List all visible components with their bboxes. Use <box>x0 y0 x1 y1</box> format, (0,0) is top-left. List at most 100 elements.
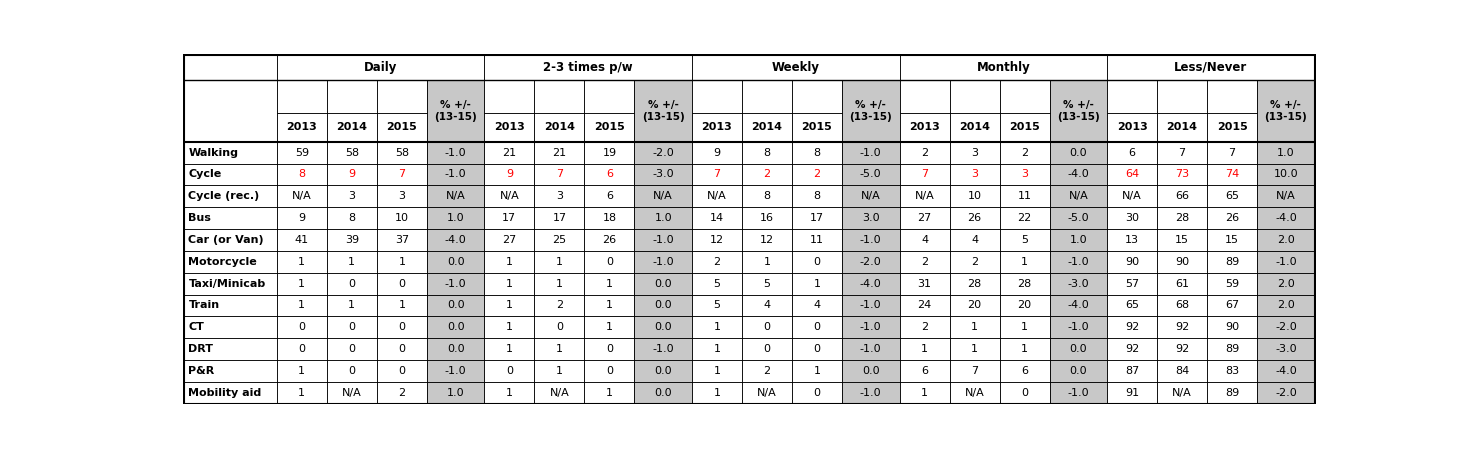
Text: 0.0: 0.0 <box>655 366 673 376</box>
Text: 9: 9 <box>713 148 721 158</box>
Bar <box>1156 251 1208 273</box>
Bar <box>1000 251 1050 273</box>
Bar <box>484 185 535 207</box>
Bar <box>327 316 377 338</box>
Bar <box>276 382 327 404</box>
Bar <box>1156 338 1208 360</box>
Bar <box>1257 316 1314 338</box>
Bar <box>484 273 535 295</box>
Bar <box>327 295 377 316</box>
Bar <box>899 251 949 273</box>
Bar <box>484 142 535 163</box>
Bar <box>1000 316 1050 338</box>
Bar <box>585 338 635 360</box>
Bar <box>276 316 327 338</box>
Bar <box>535 207 585 229</box>
Text: 1: 1 <box>713 388 721 398</box>
Bar <box>1107 185 1156 207</box>
Text: 1: 1 <box>605 388 613 398</box>
Bar <box>635 360 692 382</box>
Bar <box>1156 142 1208 163</box>
Bar <box>792 273 842 295</box>
Text: 1: 1 <box>556 366 563 376</box>
Bar <box>792 113 842 142</box>
Bar <box>741 295 792 316</box>
Bar <box>1208 295 1257 316</box>
Bar <box>1050 251 1107 273</box>
Text: 0: 0 <box>813 322 820 332</box>
Text: 2: 2 <box>556 301 563 311</box>
Bar <box>792 382 842 404</box>
Bar <box>842 185 899 207</box>
Text: 90: 90 <box>1175 257 1189 267</box>
Bar <box>635 207 692 229</box>
Bar <box>1107 273 1156 295</box>
Text: 2: 2 <box>921 257 928 267</box>
Bar <box>585 316 635 338</box>
Text: 2: 2 <box>713 257 721 267</box>
Bar <box>1156 163 1208 185</box>
Bar <box>792 295 842 316</box>
Bar <box>692 360 741 382</box>
Text: 90: 90 <box>1126 257 1139 267</box>
Bar <box>1156 382 1208 404</box>
Bar <box>842 163 899 185</box>
Bar <box>692 316 741 338</box>
Bar <box>842 163 899 185</box>
Text: 2-3 times p/w: 2-3 times p/w <box>544 61 633 74</box>
Text: 2014: 2014 <box>544 123 575 133</box>
Text: Train: Train <box>189 301 219 311</box>
Bar <box>327 113 377 142</box>
Bar <box>1107 360 1156 382</box>
Bar <box>377 382 427 404</box>
Text: 92: 92 <box>1175 344 1189 354</box>
Text: 2015: 2015 <box>1009 123 1039 133</box>
Bar <box>276 338 327 360</box>
Bar <box>692 163 741 185</box>
Text: N/A: N/A <box>965 388 984 398</box>
Bar <box>327 207 377 229</box>
Bar <box>184 185 276 207</box>
Bar <box>327 80 377 113</box>
Bar <box>635 295 692 316</box>
Bar <box>1050 295 1107 316</box>
Text: 0: 0 <box>348 322 355 332</box>
Bar <box>899 55 1107 80</box>
Bar <box>741 229 792 251</box>
Text: 2.0: 2.0 <box>1276 301 1295 311</box>
Bar <box>949 338 1000 360</box>
Bar <box>1257 295 1314 316</box>
Bar <box>327 273 377 295</box>
Bar <box>484 55 692 80</box>
Text: 0.0: 0.0 <box>1070 366 1088 376</box>
Bar <box>184 80 276 142</box>
Bar <box>949 316 1000 338</box>
Bar <box>1257 338 1314 360</box>
Bar <box>427 142 484 163</box>
Bar <box>484 360 535 382</box>
Text: N/A: N/A <box>915 191 934 201</box>
Bar <box>949 316 1000 338</box>
Bar <box>1257 142 1314 163</box>
Bar <box>535 113 585 142</box>
Bar <box>842 142 899 163</box>
Text: -4.0: -4.0 <box>1067 301 1089 311</box>
Bar <box>1208 207 1257 229</box>
Bar <box>484 295 535 316</box>
Text: 1: 1 <box>605 279 613 289</box>
Bar <box>635 273 692 295</box>
Bar <box>1156 316 1208 338</box>
Text: DRT: DRT <box>189 344 213 354</box>
Bar <box>741 207 792 229</box>
Bar <box>377 338 427 360</box>
Bar <box>949 295 1000 316</box>
Bar <box>327 142 377 163</box>
Bar <box>792 273 842 295</box>
Text: P&R: P&R <box>189 366 215 376</box>
Bar <box>535 185 585 207</box>
Text: 3: 3 <box>556 191 563 201</box>
Bar <box>949 295 1000 316</box>
Bar <box>1000 113 1050 142</box>
Bar <box>535 142 585 163</box>
Text: 0: 0 <box>348 279 355 289</box>
